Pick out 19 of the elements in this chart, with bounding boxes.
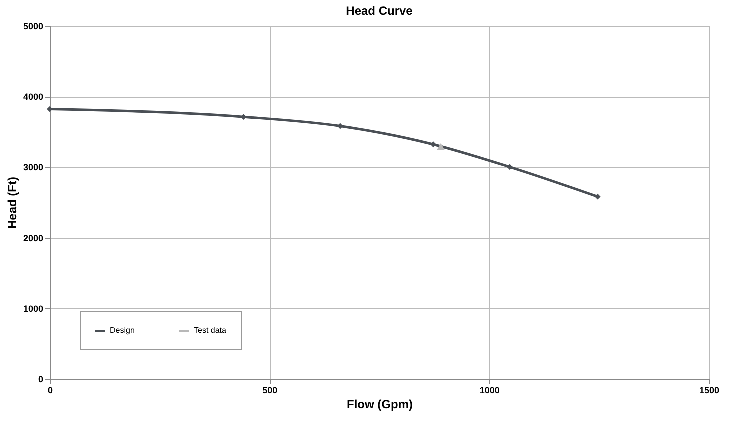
- y-tick-label: 1000: [23, 304, 44, 314]
- y-tick-label: 4000: [23, 92, 44, 102]
- chart-title: Head Curve: [346, 4, 414, 18]
- x-tick-label: 1500: [699, 386, 720, 396]
- point: [594, 194, 601, 200]
- y-tick-label: 2000: [23, 233, 44, 244]
- y-axis-title: Head (Ft): [5, 177, 20, 229]
- x-axis-title: Flow (Gpm): [347, 398, 413, 412]
- point: [437, 143, 445, 150]
- point: [430, 142, 436, 148]
- x-tick-label: 500: [262, 386, 278, 396]
- y-tick-label: 0: [38, 374, 44, 384]
- y-tick-label: 3000: [23, 162, 44, 173]
- x-tick-label: 0: [48, 386, 54, 396]
- legend-label: Design: [110, 326, 135, 335]
- y-tick-label: 5000: [23, 22, 44, 32]
- point: [507, 164, 513, 170]
- x-tick-label: 1000: [480, 386, 500, 396]
- legend-label: Test data: [194, 326, 228, 335]
